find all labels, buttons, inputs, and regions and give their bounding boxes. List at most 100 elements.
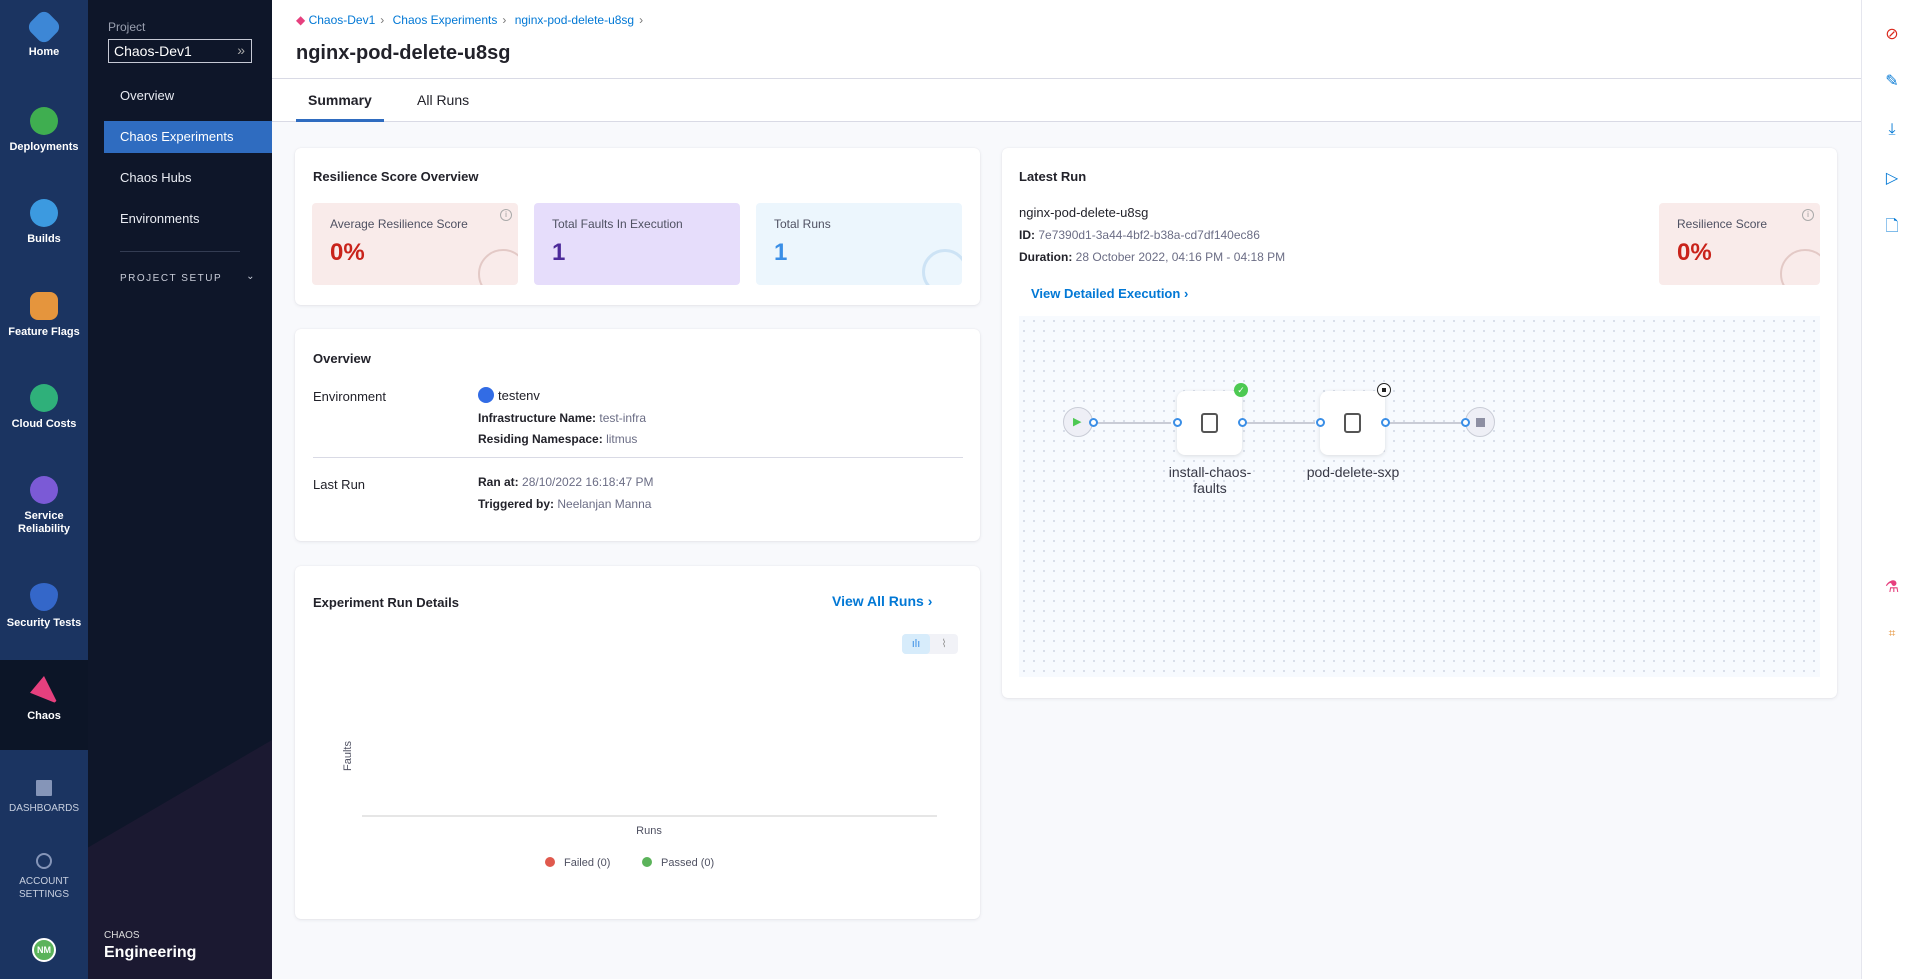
fault-icon — [1201, 413, 1218, 433]
builds-icon — [30, 199, 58, 227]
environment-value: testenv — [478, 387, 540, 403]
ban-icon[interactable]: ⊘ — [1885, 26, 1899, 43]
run-name: nginx-pod-delete-u8sg — [1019, 205, 1149, 220]
nav-rail: Home Deployments Builds Feature Flags Cl… — [0, 0, 88, 979]
page-header: ◆ Chaos-Dev1 › Chaos Experiments › nginx-p… — [272, 0, 1861, 79]
page-title: nginx-pod-delete-u8sg — [296, 42, 511, 64]
sidebar-item-overview[interactable]: Overview — [120, 88, 175, 103]
cloud-costs-icon — [30, 384, 58, 412]
project-selector[interactable]: Chaos-Dev1» — [108, 39, 252, 63]
legend-label: Failed (0) — [564, 857, 610, 869]
dashboards-icon — [36, 780, 52, 796]
rail-item-home[interactable]: Home — [0, 8, 88, 59]
sidebar-item-chaos-experiments[interactable]: Chaos Experiments — [104, 121, 272, 153]
rail-item-account-settings[interactable]: ACCOUNT SETTINGS — [0, 853, 88, 901]
rail-item-deployments[interactable]: Deployments — [0, 107, 88, 154]
project-setup-toggle[interactable]: PROJECT SETUP ⌄ — [120, 271, 256, 284]
deployments-icon — [30, 107, 58, 135]
divider — [313, 457, 963, 458]
breadcrumb-experiment[interactable]: nginx-pod-delete-u8sg — [514, 13, 635, 27]
legend-marker — [642, 857, 652, 867]
rail-item-feature-flags[interactable]: Feature Flags — [0, 292, 88, 339]
play-circle-icon — [922, 249, 962, 285]
rail-item-builds[interactable]: Builds — [0, 199, 88, 246]
environment-label: Environment — [313, 389, 386, 404]
run-icon[interactable]: ▷ — [1885, 170, 1899, 187]
pipeline-graph: ▶ ✓ install-chaos-faults pod-delete-sxp — [1019, 316, 1820, 677]
view-detailed-execution-link[interactable]: View Detailed Execution › — [1031, 286, 1189, 301]
edit-icon[interactable]: ✎ — [1885, 73, 1899, 90]
breadcrumb-project[interactable]: Chaos-Dev1 — [308, 13, 376, 27]
rail-item-security-tests[interactable]: Security Tests — [0, 583, 88, 630]
brand-module: CHAOS — [104, 930, 140, 941]
x-axis-label: Runs — [636, 825, 662, 837]
avg-resilience-tile: i Average Resilience Score 0% — [312, 203, 518, 285]
resilience-overview-card: Resilience Score Overview i Average Resil… — [295, 148, 980, 305]
target-icon — [478, 249, 518, 285]
right-action-rail: ⊘ ✎ ⤓ ▷ 🗋 ⚗ ⌗ — [1861, 0, 1920, 979]
pending-icon — [1377, 383, 1391, 397]
avatar[interactable]: NM — [32, 938, 56, 962]
experiment-run-details-card: Experiment Run Details View All Runs › ı… — [295, 566, 980, 919]
legend-label: Passed (0) — [661, 857, 714, 869]
chevron-down-icon: ⌄ — [246, 271, 256, 282]
overview-card: Overview Environment testenv Infrastruct… — [295, 329, 980, 541]
view-all-runs-link[interactable]: View All Runs › — [832, 593, 933, 609]
pipeline-node-pod-delete-sxp[interactable] — [1320, 391, 1385, 455]
harness-home-icon — [25, 8, 63, 46]
run-chart: Faults Runs Failed (0) Passed (0) — [342, 741, 937, 869]
rail-item-service-reliability[interactable]: Service Reliability — [0, 476, 88, 536]
info-icon[interactable]: i — [1802, 209, 1814, 221]
chaos-icon — [30, 676, 58, 704]
tab-summary[interactable]: Summary — [296, 79, 384, 122]
service-reliability-icon — [30, 476, 58, 504]
last-run-label: Last Run — [313, 477, 366, 492]
rail-item-cloud-costs[interactable]: Cloud Costs — [0, 384, 88, 431]
card-title: Resilience Score Overview — [313, 169, 479, 184]
card-title: Overview — [313, 351, 371, 366]
y-axis-label: Faults — [342, 741, 354, 771]
chaos-hub-icon[interactable]: ⌗ — [1888, 626, 1896, 640]
run-duration: Duration: 28 October 2022, 04:16 PM - 04… — [1019, 250, 1286, 264]
stop-icon — [1476, 418, 1485, 427]
resilience-score-tile: i Resilience Score 0% — [1659, 203, 1820, 285]
line-chart-icon[interactable]: ⌇ — [941, 638, 947, 650]
rail-item-dashboards[interactable]: DASHBOARDS — [0, 780, 88, 815]
node-label: install-chaos-faults — [1168, 464, 1252, 496]
chaos-icon: ◆ — [296, 13, 306, 27]
target-icon — [1780, 249, 1820, 285]
legend-marker — [545, 857, 555, 867]
pipeline-node-install-chaos-faults[interactable] — [1177, 391, 1242, 455]
double-chevron-right-icon: » — [237, 42, 245, 58]
feature-flags-icon — [30, 292, 58, 320]
sidebar-item-environments[interactable]: Environments — [120, 211, 200, 226]
card-title: Experiment Run Details — [313, 595, 459, 610]
chevron-right-icon: › — [1183, 286, 1189, 301]
end-node — [1465, 407, 1495, 437]
tabs: Summary All Runs — [272, 79, 1861, 122]
total-faults-tile: Total Faults In Execution 1 — [534, 203, 740, 285]
breadcrumb-experiments[interactable]: Chaos Experiments — [392, 13, 498, 27]
chart-toggle: ılı ⌇ — [902, 634, 958, 654]
gear-icon — [36, 853, 52, 869]
rail-item-chaos[interactable]: Chaos — [0, 660, 88, 750]
info-icon[interactable]: i — [500, 209, 512, 221]
success-icon: ✓ — [1234, 383, 1248, 397]
security-tests-icon — [30, 583, 58, 611]
breadcrumb: ◆ Chaos-Dev1 › Chaos Experiments › nginx-p… — [296, 13, 644, 27]
card-title: Latest Run — [1019, 169, 1087, 184]
triggered-by: Triggered by: Neelanjan Manna — [478, 497, 652, 511]
file-icon[interactable]: 🗋 — [1885, 218, 1899, 235]
latest-run-card: Latest Run nginx-pod-delete-u8sg ID: 7e7… — [1002, 148, 1837, 698]
tab-all-runs[interactable]: All Runs — [417, 92, 470, 108]
download-icon[interactable]: ⤓ — [1888, 121, 1896, 138]
brand-title: Engineering — [104, 944, 197, 961]
start-node: ▶ — [1063, 407, 1093, 437]
run-id: ID: 7e7390d1-3a44-4bf2-b38a-cd7df140ec86 — [1019, 228, 1260, 242]
total-runs-tile: Total Runs 1 — [756, 203, 962, 285]
flask-icon[interactable]: ⚗ — [1884, 579, 1900, 596]
node-label: pod-delete-sxp — [1306, 464, 1400, 480]
bar-chart-icon[interactable]: ılı — [902, 634, 930, 654]
fault-icon — [1344, 413, 1361, 433]
sidebar-item-chaos-hubs[interactable]: Chaos Hubs — [120, 170, 192, 185]
